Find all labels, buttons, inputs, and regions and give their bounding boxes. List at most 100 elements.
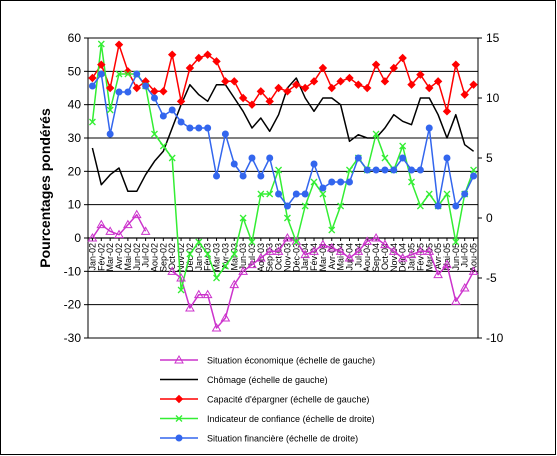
data-point: [292, 190, 300, 198]
x-tick-label: Déc-02: [185, 243, 195, 272]
data-point: [399, 142, 407, 150]
x-tick-label: Oct-02: [167, 243, 177, 270]
data-point: [221, 130, 229, 138]
right-axis: -10 -5 0 5 10 15: [478, 31, 504, 345]
data-point: [408, 166, 416, 174]
data-point: [389, 63, 399, 73]
data-point: [326, 242, 337, 252]
x-tick-label: Déc-03: [291, 243, 301, 272]
data-point: [220, 312, 231, 322]
data-point: [133, 70, 141, 78]
data-point: [309, 77, 319, 86]
right-tick-label: 5: [486, 151, 493, 165]
x-tick-label: Jun-05: [451, 243, 461, 271]
data-point: [416, 202, 424, 210]
x-tick-label: Mai-04: [336, 243, 346, 271]
data-point: [336, 77, 345, 86]
series-markers: [87, 40, 479, 332]
x-tick-label: Avr-04: [327, 243, 337, 269]
data-point: [372, 130, 380, 138]
x-tick-label: Avr-03: [220, 243, 230, 269]
data-point: [425, 190, 433, 198]
data-point: [159, 112, 167, 120]
x-tick-label: Mai-05: [442, 243, 452, 271]
data-point: [105, 226, 116, 235]
x-tick-label: Mar-05: [424, 243, 434, 272]
data-point: [301, 190, 309, 198]
data-point: [399, 154, 407, 162]
data-point: [88, 82, 96, 90]
data-point: [292, 238, 300, 246]
data-point: [425, 124, 433, 132]
data-point: [97, 70, 105, 78]
x-tick-label: Jul-05: [460, 243, 470, 268]
data-point: [177, 118, 185, 126]
data-point: [470, 166, 478, 174]
x-tick-label: Nov-03: [282, 243, 292, 272]
data-point: [195, 124, 203, 132]
data-point: [406, 249, 417, 259]
x-tick-label: Sep-02: [158, 243, 168, 272]
data-point: [195, 238, 203, 246]
left-axis: -30 -20 -10 0 10 20 30 40 50 60: [64, 31, 88, 345]
data-point: [194, 53, 204, 63]
x-tick-label: Jan-05: [407, 243, 417, 271]
legend-swatch-marker: [174, 394, 184, 404]
x-tick-label: Avr-05: [433, 243, 443, 269]
x-tick-label: Fév-04: [309, 243, 319, 271]
data-point: [380, 239, 390, 249]
legend-label: Chômage (échelle de gauche): [207, 375, 328, 385]
x-tick-label: Mar-04: [318, 243, 328, 272]
data-point: [213, 274, 220, 282]
data-point: [344, 252, 355, 262]
left-tick-label: 10: [68, 198, 82, 212]
data-point: [470, 172, 478, 180]
data-point: [416, 166, 424, 174]
data-point: [459, 282, 470, 292]
data-point: [264, 246, 275, 255]
legend-swatch-marker: [174, 354, 184, 364]
data-point: [397, 252, 408, 262]
data-point: [407, 80, 416, 89]
data-point: [362, 236, 373, 245]
data-point: [319, 190, 327, 198]
data-point: [247, 259, 257, 269]
data-point: [337, 178, 345, 186]
y-axis-label: Pourcentages pondérés: [37, 108, 53, 268]
data-point: [283, 202, 291, 210]
data-point: [168, 106, 176, 114]
data-point: [186, 250, 194, 258]
data-point: [87, 232, 98, 242]
data-point: [443, 190, 451, 198]
x-tick-label: Avr-02: [114, 243, 124, 269]
x-tick-label: Jan-04: [300, 243, 310, 271]
data-point: [425, 83, 434, 93]
data-point: [257, 190, 265, 198]
left-tick-label: -20: [64, 298, 82, 312]
data-point: [345, 73, 354, 83]
legend-label: Situation financière (échelle de droite): [207, 434, 358, 444]
data-point: [433, 77, 443, 86]
x-tick-label: Jun-02: [132, 243, 142, 271]
x-tick-label: Oct-03: [274, 243, 284, 270]
data-point: [266, 154, 274, 162]
x-tick-label: Mai-02: [123, 243, 133, 271]
data-point: [142, 82, 150, 90]
data-point: [328, 178, 336, 186]
data-point: [212, 57, 221, 66]
data-point: [176, 97, 186, 106]
data-point: [248, 238, 256, 246]
data-point: [239, 172, 247, 180]
data-point: [150, 94, 158, 102]
x-tick-label: Jul-03: [247, 243, 257, 268]
data-point: [346, 166, 353, 174]
x-tick-label: Mar-03: [212, 243, 222, 272]
data-point: [106, 130, 114, 138]
data-point: [337, 202, 345, 210]
data-point: [282, 232, 293, 242]
data-point: [335, 246, 346, 255]
data-point: [275, 190, 283, 198]
